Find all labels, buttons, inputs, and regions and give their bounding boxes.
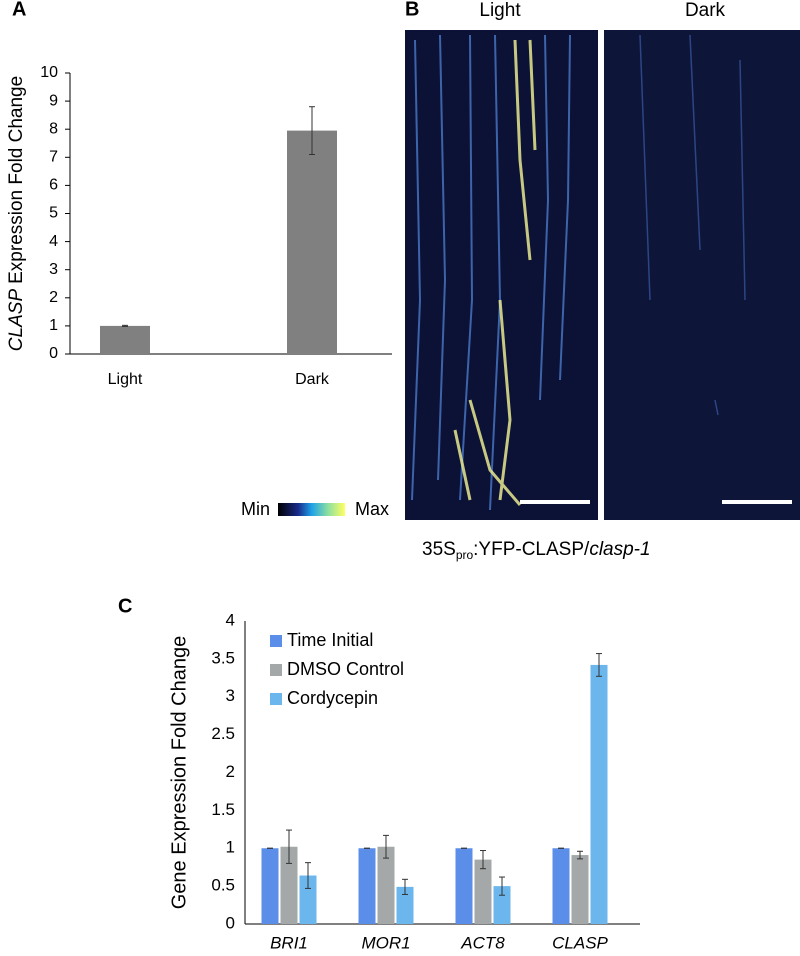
bar	[287, 130, 337, 354]
y-tick-label: 1	[49, 317, 58, 334]
x-tick-label: BRI1	[270, 933, 308, 952]
caption-text: 35S	[422, 539, 456, 560]
y-tick-label: 7	[49, 149, 58, 166]
bar	[358, 848, 376, 924]
colorbar-max: Max	[355, 499, 389, 519]
y-tick-label: 6	[49, 177, 58, 194]
x-tick-label: MOR1	[361, 933, 410, 952]
colorbar-min: Min	[241, 499, 270, 519]
error-bar	[577, 850, 583, 860]
column-label: Dark	[685, 0, 726, 21]
error-bar	[499, 876, 505, 896]
y-tick-label: 8	[49, 120, 58, 137]
bar	[552, 848, 570, 924]
y-tick-label: 3	[49, 261, 58, 278]
micrograph	[405, 30, 800, 520]
legend-swatch	[270, 664, 282, 676]
caption-subscript: pro	[456, 548, 474, 562]
x-tick-label: Dark	[295, 371, 330, 388]
colorbar	[278, 503, 345, 516]
panel-label: C	[118, 595, 132, 617]
light-image	[405, 30, 598, 520]
dark-image	[604, 30, 800, 520]
y-tick-label: 2	[49, 289, 58, 306]
y-axis-label: CLASP Expression Fold Change	[6, 76, 27, 351]
x-tick-label: Light	[108, 371, 143, 388]
bar	[590, 664, 608, 924]
bar	[571, 855, 589, 924]
y-tick-label: 3	[226, 686, 235, 705]
bar	[100, 325, 150, 354]
error-bar	[305, 862, 311, 889]
y-axis-label-text: Expression Fold Change	[6, 76, 27, 284]
bar	[377, 846, 395, 924]
bar	[299, 875, 317, 924]
error-bar	[402, 878, 408, 895]
y-tick-label: 5	[49, 205, 58, 222]
y-tick-label: 0.5	[211, 876, 235, 895]
x-tick-label: CLASP	[552, 933, 608, 952]
y-tick-label: 0	[49, 345, 58, 362]
column-label: Light	[479, 0, 521, 21]
error-bar	[309, 106, 315, 155]
y-tick-label: 2.5	[211, 724, 235, 743]
caption-italic: clasp-1	[589, 539, 650, 560]
dark-walls	[639, 34, 746, 416]
y-axis-label-italic: CLASP	[6, 289, 27, 352]
bar	[261, 848, 279, 924]
caption: 35Spro:YFP-CLASP/clasp-1	[422, 539, 651, 562]
y-tick-label: 2	[226, 762, 235, 781]
error-bar	[480, 850, 486, 870]
error-bar	[286, 829, 292, 864]
legend-swatch	[270, 693, 282, 705]
panel-label: A	[12, 0, 26, 20]
legend-label: Cordycepin	[287, 688, 378, 708]
caption-text: :YFP-CLASP/	[473, 539, 590, 560]
y-tick-label: 3.5	[211, 648, 235, 667]
y-tick-label: 4	[49, 233, 58, 250]
y-tick-label: 1.5	[211, 800, 235, 819]
error-bar	[122, 324, 128, 327]
y-tick-label: 10	[40, 64, 58, 81]
panel-label: B	[405, 0, 419, 20]
y-tick-label: 4	[226, 610, 235, 629]
y-tick-label: 1	[226, 838, 235, 857]
x-tick-label: ACT8	[460, 933, 505, 952]
bar	[474, 859, 492, 924]
y-tick-label: 9	[49, 92, 58, 109]
y-axis-label: Gene Expression Fold Change	[168, 636, 190, 910]
bar	[493, 886, 511, 924]
legend-label: DMSO Control	[287, 659, 404, 679]
signal	[453, 39, 537, 506]
bar	[280, 846, 298, 924]
error-bar	[596, 653, 602, 677]
bar	[396, 886, 414, 924]
bar	[455, 848, 473, 924]
y-tick-label: 0	[226, 913, 235, 932]
legend-label: Time Initial	[287, 630, 373, 650]
legend-swatch	[270, 635, 282, 647]
error-bar	[383, 834, 389, 859]
